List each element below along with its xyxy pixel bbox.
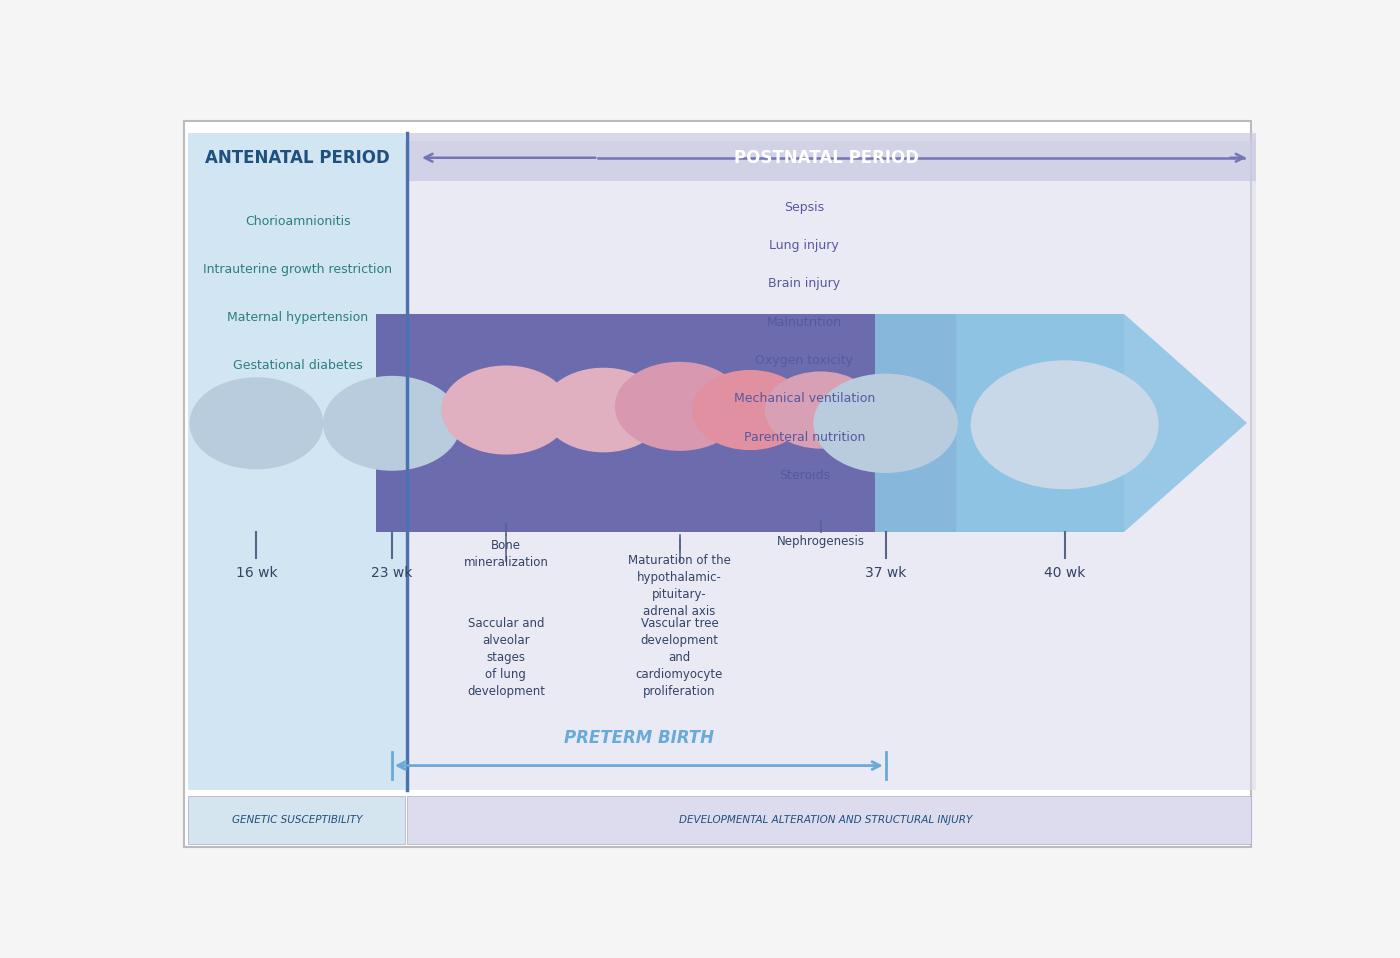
Text: Nephrogenesis: Nephrogenesis: [777, 536, 865, 548]
FancyBboxPatch shape: [407, 133, 1256, 181]
FancyBboxPatch shape: [188, 141, 403, 790]
FancyBboxPatch shape: [183, 121, 1252, 847]
Circle shape: [616, 363, 742, 449]
Text: 40 wk: 40 wk: [1044, 566, 1085, 581]
Text: Maternal hypertension: Maternal hypertension: [227, 311, 368, 325]
Text: Chorioamnionitis: Chorioamnionitis: [245, 216, 350, 228]
Text: POSTNATAL PERIOD: POSTNATAL PERIOD: [734, 148, 918, 167]
Text: Parenteral nutrition: Parenteral nutrition: [743, 431, 865, 444]
Text: Maturation of the
hypothalamic-
pituitary-
adrenal axis: Maturation of the hypothalamic- pituitar…: [629, 554, 731, 618]
Text: ANTENATAL PERIOD: ANTENATAL PERIOD: [206, 148, 391, 167]
Text: Intrauterine growth restriction: Intrauterine growth restriction: [203, 263, 392, 276]
Text: Gestational diabetes: Gestational diabetes: [232, 359, 363, 373]
Circle shape: [766, 374, 875, 447]
Text: 23 wk: 23 wk: [371, 566, 413, 581]
Text: Oxygen toxicity: Oxygen toxicity: [756, 354, 853, 367]
Circle shape: [545, 370, 664, 450]
FancyBboxPatch shape: [188, 141, 1256, 790]
FancyBboxPatch shape: [188, 133, 405, 181]
FancyBboxPatch shape: [188, 796, 405, 844]
Text: 37 wk: 37 wk: [865, 566, 906, 581]
Text: Sepsis: Sepsis: [784, 200, 825, 214]
Text: 16 wk: 16 wk: [235, 566, 277, 581]
Polygon shape: [375, 314, 875, 532]
Text: Steroids: Steroids: [778, 469, 830, 482]
Polygon shape: [956, 314, 1247, 532]
Text: PRETERM BIRTH: PRETERM BIRTH: [564, 729, 714, 747]
Polygon shape: [875, 314, 1124, 532]
Text: Vascular tree
development
and
cardiomyocyte
proliferation: Vascular tree development and cardiomyoc…: [636, 617, 724, 697]
Circle shape: [442, 367, 568, 453]
FancyBboxPatch shape: [188, 141, 405, 790]
Text: Mechanical ventilation: Mechanical ventilation: [734, 393, 875, 405]
Text: Saccular and
alveolar
stages
of lung
development: Saccular and alveolar stages of lung dev…: [468, 617, 545, 697]
Text: GENETIC SUSCEPTIBILITY: GENETIC SUSCEPTIBILITY: [232, 815, 363, 825]
Text: Malnutrition: Malnutrition: [767, 316, 841, 329]
FancyBboxPatch shape: [407, 796, 1252, 844]
Circle shape: [192, 379, 322, 468]
Text: Brain injury: Brain injury: [769, 278, 840, 290]
Circle shape: [693, 372, 806, 448]
Text: Lung injury: Lung injury: [770, 240, 839, 252]
Circle shape: [815, 376, 956, 471]
Text: Bone
mineralization: Bone mineralization: [463, 539, 549, 569]
Circle shape: [973, 362, 1156, 488]
Text: DEVELOPMENTAL ALTERATION AND STRUCTURAL INJURY: DEVELOPMENTAL ALTERATION AND STRUCTURAL …: [679, 815, 973, 825]
Circle shape: [325, 377, 459, 469]
